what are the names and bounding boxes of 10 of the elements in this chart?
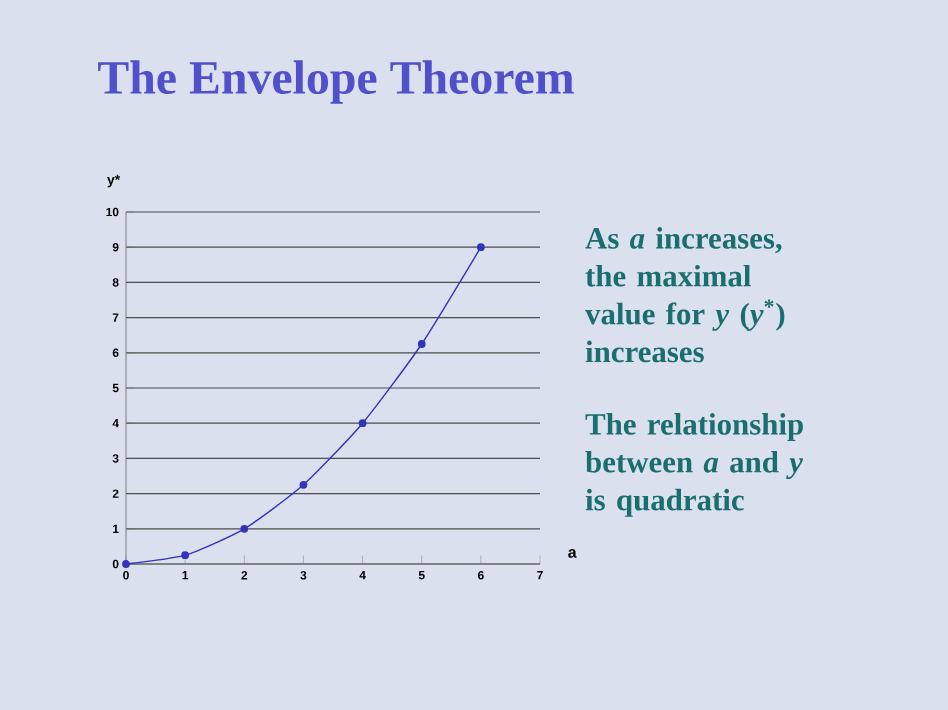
- point: [417, 340, 426, 348]
- point: [476, 243, 485, 252]
- point: [358, 419, 367, 428]
- chart-title: The Envelope Theorem: [98, 60, 574, 104]
- point: [122, 560, 130, 568]
- point: [181, 551, 190, 560]
- text: The relationship between a and y is quadratic: [585, 413, 804, 517]
- text: As a increases, the maximal value for y (y$^{*}$) increases: [585, 227, 785, 363]
- point: [299, 480, 308, 489]
- point: [240, 524, 249, 533]
